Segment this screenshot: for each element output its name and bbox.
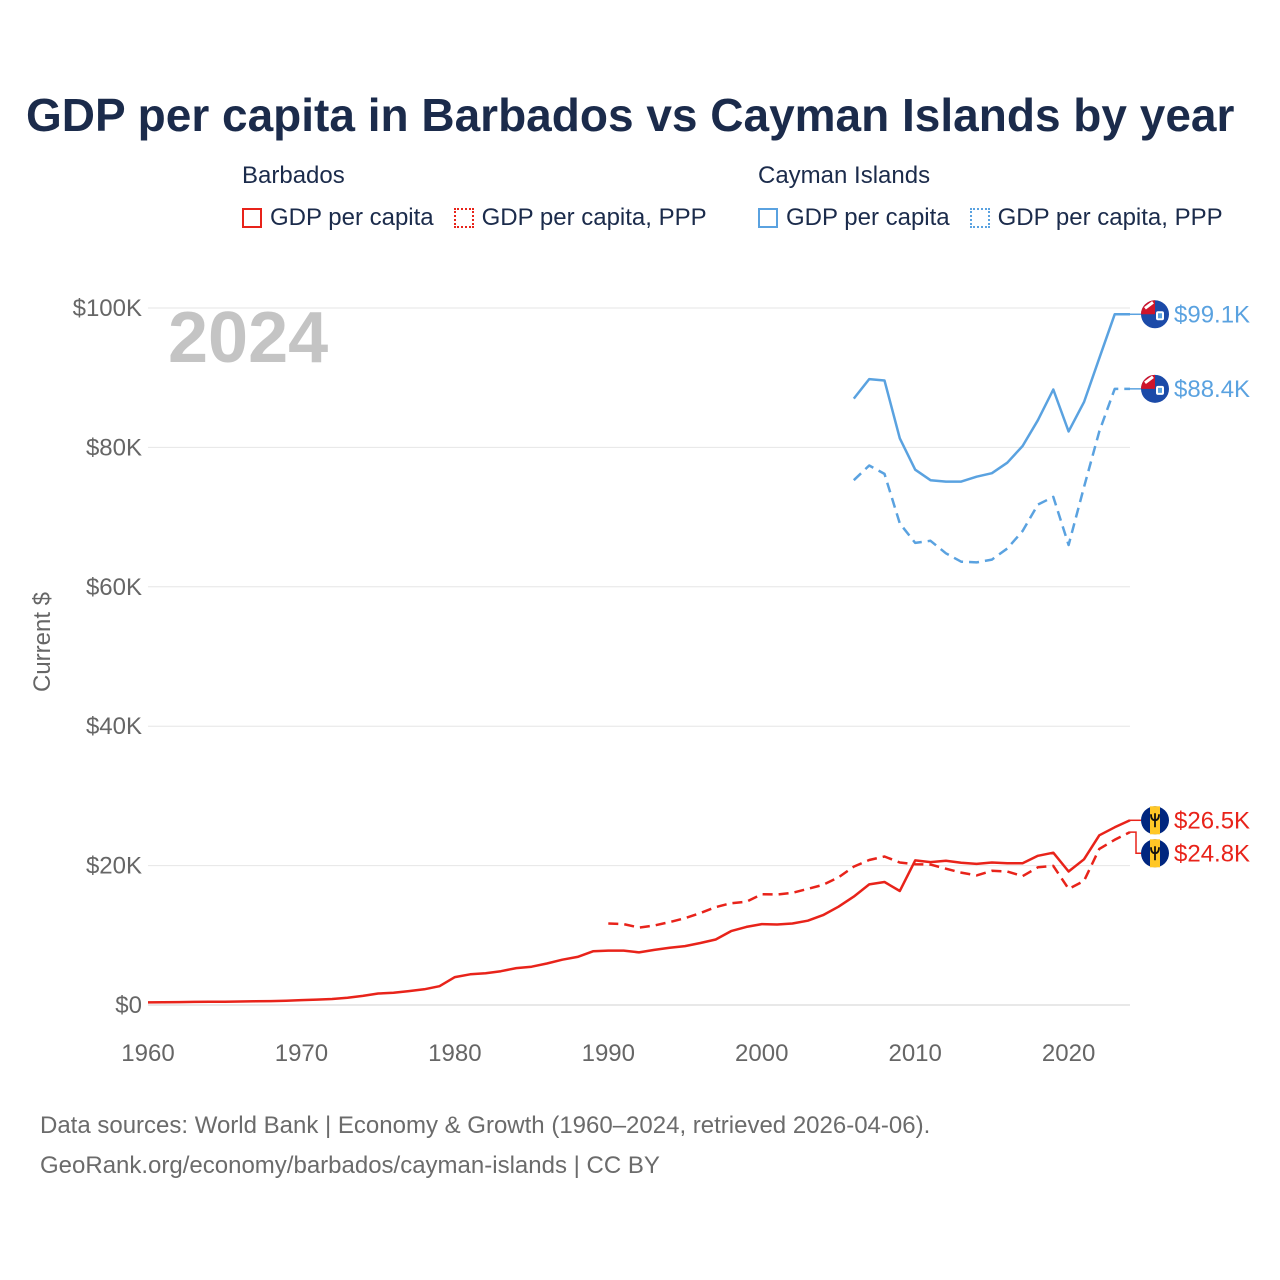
series-line xyxy=(608,830,1131,929)
legend-item-barbados-gdp[interactable]: GDP per capita xyxy=(242,204,434,232)
footer-sources: Data sources: World Bank | Economy & Gro… xyxy=(40,1112,931,1139)
x-tick-label: 1970 xyxy=(275,1040,328,1067)
legend-label: GDP per capita, PPP xyxy=(997,204,1223,231)
legend-item-cayman-gdp[interactable]: GDP per capita xyxy=(758,204,950,232)
legend-item-barbados-gdp-ppp[interactable]: GDP per capita, PPP xyxy=(453,204,707,232)
chart-title: GDP per capita in Barbados vs Cayman Isl… xyxy=(26,89,1235,141)
end-label-leader xyxy=(1130,831,1141,855)
end-value-label: $26.5K xyxy=(1174,807,1250,834)
legend-swatch-solid xyxy=(242,208,262,228)
x-tick-label: 1960 xyxy=(121,1040,174,1067)
barbados-flag-icon xyxy=(1141,806,1169,835)
x-tick-label: 2020 xyxy=(1042,1040,1095,1067)
end-value-label: $24.8K xyxy=(1174,840,1250,867)
y-tick-label: $0 xyxy=(115,992,142,1019)
year-watermark: 2024 xyxy=(168,298,328,378)
line-chart: $0 $20K $40K $60K $80K $100K 1960 1970 1980 1990 2… xyxy=(29,295,1250,1067)
series-line xyxy=(852,313,1130,483)
legend-group-cayman: Cayman Islands GDP per capita GDP per ca… xyxy=(758,162,1243,232)
footer-link[interactable]: GeoRank.org/economy/barbados/cayman-isla… xyxy=(40,1152,660,1179)
legend-label: GDP per capita, PPP xyxy=(481,204,707,231)
x-tick-label: 1990 xyxy=(582,1040,635,1067)
y-tick-label: $80K xyxy=(86,434,142,461)
legend-group-title: Cayman Islands xyxy=(758,162,931,189)
cayman-flag-icon xyxy=(1141,374,1169,403)
y-tick-label: $40K xyxy=(86,713,142,740)
legend-group-title: Barbados xyxy=(242,162,345,189)
legend-swatch-dotted xyxy=(453,208,474,228)
x-tick-label: 1980 xyxy=(428,1040,481,1067)
legend-swatch-dotted xyxy=(969,208,990,228)
end-value-label: $99.1K xyxy=(1174,301,1250,328)
legend-swatch-solid xyxy=(758,208,778,228)
barbados-flag-icon xyxy=(1141,839,1169,868)
legend-label: GDP per capita xyxy=(786,204,950,231)
y-tick-label: $100K xyxy=(73,295,142,322)
series-line xyxy=(852,387,1130,564)
series-line xyxy=(147,819,1131,1004)
legend-item-cayman-gdp-ppp[interactable]: GDP per capita, PPP xyxy=(969,204,1223,232)
legend-group-barbados: Barbados GDP per capita GDP per capita, … xyxy=(242,162,727,232)
y-tick-label: $20K xyxy=(86,853,142,880)
x-tick-label: 2010 xyxy=(888,1040,941,1067)
end-value-label: $88.4K xyxy=(1174,376,1250,403)
y-tick-label: $60K xyxy=(86,574,142,601)
footer: Data sources: World Bank | Economy & Gro… xyxy=(40,1106,930,1186)
cayman-flag-icon xyxy=(1141,300,1169,329)
y-axis-label: Current $ xyxy=(29,592,56,692)
x-tick-label: 2000 xyxy=(735,1040,788,1067)
legend-label: GDP per capita xyxy=(270,204,434,231)
